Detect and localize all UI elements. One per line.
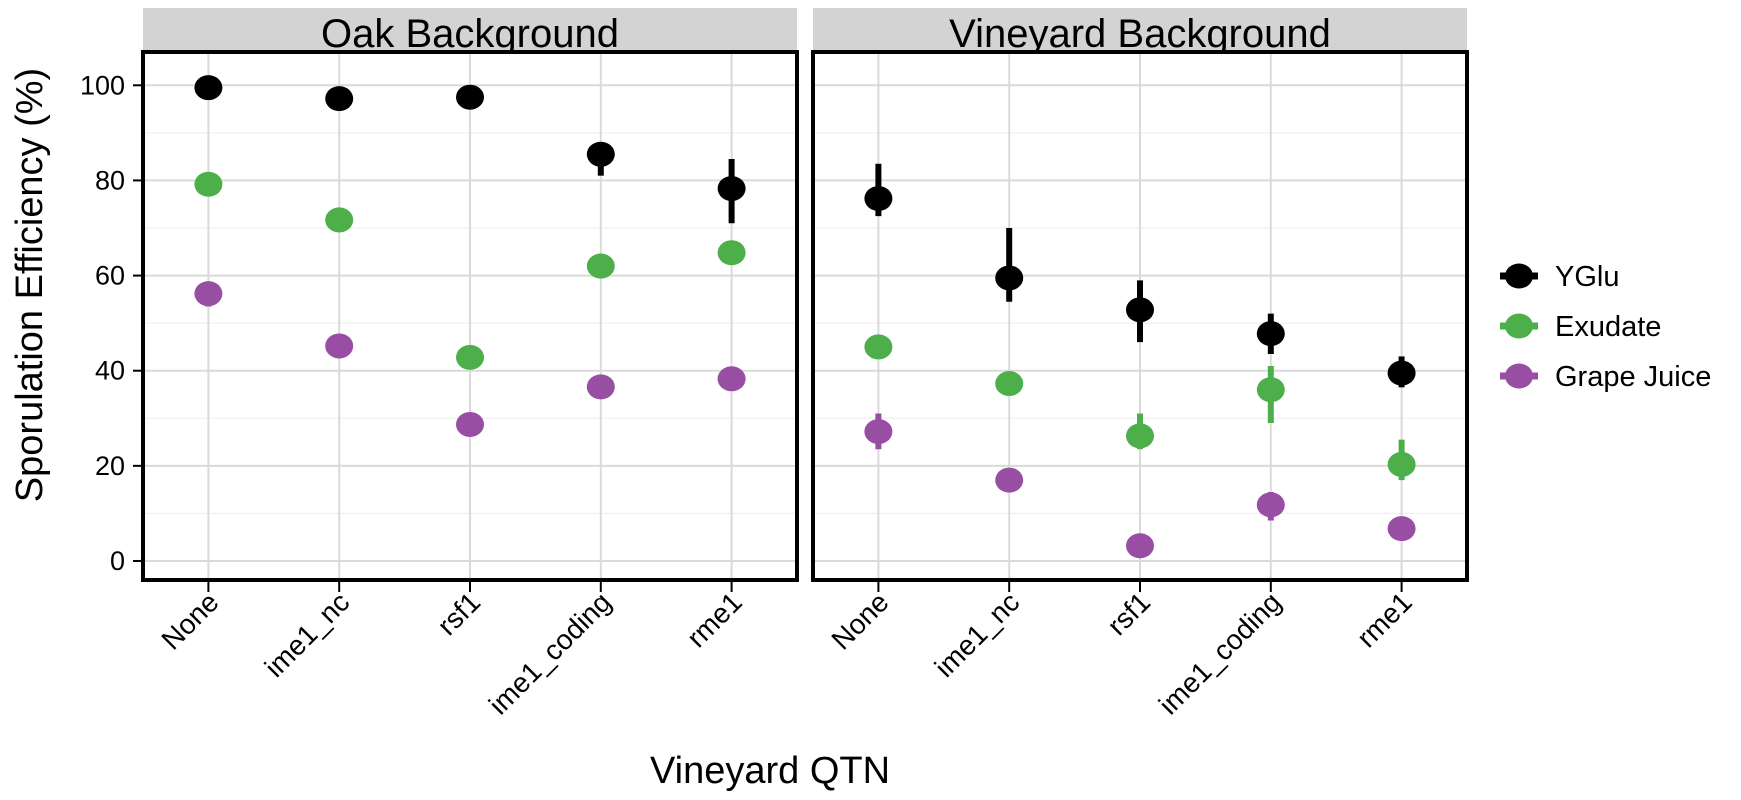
x-tick-label: ime1_coding — [1153, 586, 1287, 720]
data-point — [995, 371, 1024, 397]
y-tick-label: 20 — [95, 451, 125, 481]
y-tick-label: 60 — [95, 261, 125, 291]
data-point — [586, 141, 615, 167]
data-point — [1387, 360, 1416, 386]
legend-item: YGlu — [1500, 261, 1619, 293]
data-point — [864, 186, 893, 212]
legend-item: Grape Juice — [1500, 361, 1711, 393]
data-point — [1387, 516, 1416, 542]
y-tick-label: 80 — [95, 165, 125, 195]
data-point — [1126, 533, 1154, 559]
legend-item: Exudate — [1500, 311, 1661, 343]
x-tick-label: ime1_nc — [259, 586, 356, 683]
legend: YGlu Exudate Grape Juice — [1500, 261, 1711, 393]
data-point — [864, 334, 893, 360]
x-tick-label: ime1_nc — [929, 586, 1026, 683]
y-tick-label: 100 — [80, 70, 125, 100]
data-point — [325, 86, 354, 112]
data-point — [194, 75, 223, 101]
legend-key-point — [1505, 313, 1533, 339]
y-tick-label: 40 — [95, 356, 125, 386]
data-point — [194, 281, 223, 307]
data-point — [325, 207, 354, 233]
data-point — [586, 374, 615, 400]
data-point — [995, 467, 1024, 493]
data-point — [1126, 423, 1154, 449]
series-exudate — [194, 171, 746, 370]
y-tick-label: 0 — [110, 546, 125, 576]
panel-title: Vineyard Background — [949, 12, 1331, 56]
series-grape-juice — [864, 413, 1416, 559]
data-point — [1256, 492, 1285, 518]
data-point — [456, 344, 484, 370]
panel-strip — [813, 8, 1467, 52]
panel-2: Vineyard Background None ime1_nc rsf1ime1_c… — [811, 8, 1469, 721]
data-point — [456, 411, 484, 437]
x-tick-label: rsf1 — [431, 586, 486, 641]
x-tick-label: rme1 — [1351, 586, 1418, 653]
legend-label: Exudate — [1555, 311, 1661, 343]
data-point — [194, 171, 223, 197]
data-point — [717, 366, 746, 392]
panel-border — [141, 50, 799, 582]
panel-strip — [143, 8, 797, 52]
panel-1: Oak Background None ime1_nc rsf1ime1_coding… — [141, 8, 799, 721]
series-exudate — [864, 334, 1416, 481]
data-point — [586, 253, 615, 279]
legend-label: YGlu — [1555, 261, 1619, 293]
panel-title: Oak Background — [321, 12, 619, 56]
series-yglu — [194, 75, 746, 224]
data-point — [1256, 321, 1285, 347]
data-point — [1256, 377, 1285, 403]
data-point — [325, 333, 354, 359]
x-tick-label: rsf1 — [1101, 586, 1156, 641]
x-tick-label: None — [825, 586, 894, 655]
series-grape-juice — [194, 281, 746, 437]
panel-border — [811, 50, 1469, 582]
x-tick-label: rme1 — [681, 586, 748, 653]
data-point — [1126, 297, 1154, 323]
data-point — [1387, 451, 1416, 477]
data-point — [456, 84, 484, 110]
data-point — [995, 265, 1024, 291]
data-point — [717, 240, 746, 266]
legend-key-point — [1505, 363, 1533, 389]
legend-label: Grape Juice — [1555, 361, 1711, 393]
legend-key-point — [1505, 263, 1533, 289]
x-axis-label: Vineyard QTN — [650, 750, 890, 792]
series-yglu — [864, 163, 1416, 388]
y-axis: 0 20 40 60 80 100 — [80, 70, 143, 576]
x-tick-label: None — [155, 586, 224, 655]
y-axis-label: Sporulation Efficiency (%) — [9, 68, 51, 502]
x-tick-label: ime1_coding — [483, 586, 617, 720]
data-point — [864, 419, 893, 445]
data-point — [717, 176, 746, 202]
